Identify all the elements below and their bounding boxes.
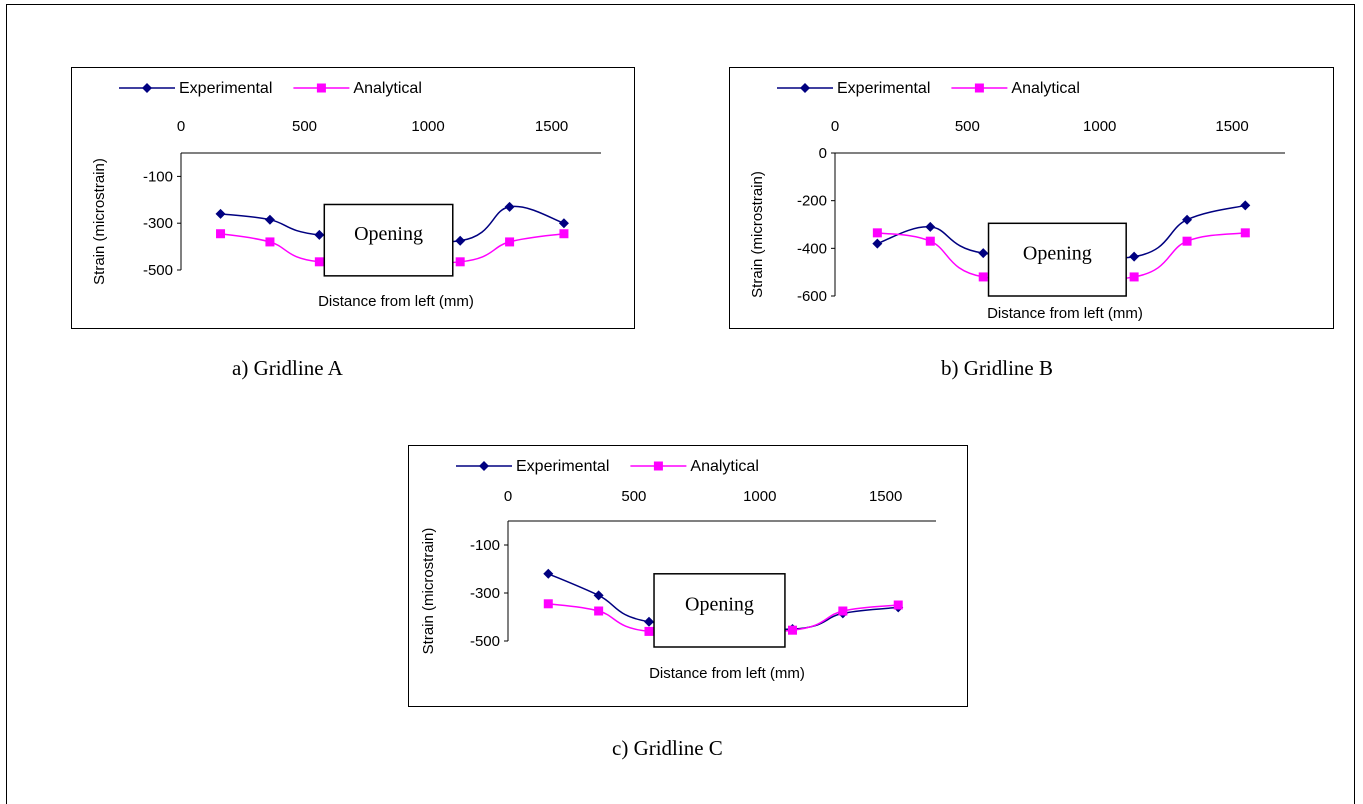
x-tick-label: 1500 xyxy=(1215,118,1248,135)
data-point-experimental xyxy=(314,229,325,240)
figure-frame xyxy=(6,4,1355,804)
data-point-analytical xyxy=(455,257,465,267)
x-tick-label: 500 xyxy=(621,488,646,505)
legend-label-analytical: Analytical xyxy=(353,80,421,97)
data-point-analytical xyxy=(872,228,882,238)
y-tick-label: -600 xyxy=(797,288,827,305)
data-point-analytical xyxy=(505,237,515,247)
x-axis-title: Distance from left (mm) xyxy=(318,293,474,310)
data-point-analytical xyxy=(1129,272,1139,282)
legend-marker-experimental xyxy=(479,461,489,471)
data-point-experimental xyxy=(1240,200,1251,211)
x-tick-label: 1500 xyxy=(869,488,902,505)
y-axis-title: Strain (microstrain) xyxy=(749,171,766,298)
data-point-experimental xyxy=(543,568,554,579)
caption-gridline-a: a) Gridline A xyxy=(232,356,343,380)
data-point-experimental xyxy=(643,616,654,627)
data-point-analytical xyxy=(925,236,935,246)
x-tick-label: 0 xyxy=(504,488,512,505)
data-point-experimental xyxy=(558,218,569,229)
y-tick-label: -100 xyxy=(470,537,500,554)
legend: Experimental Analytical xyxy=(456,458,759,475)
data-point-analytical xyxy=(543,599,553,609)
y-tick-label: -400 xyxy=(797,240,827,257)
y-tick-label: 0 xyxy=(819,145,827,162)
chart-gridline-c: Experimental Analytical 0 500 1000 1500 -100 -3… xyxy=(408,445,968,707)
caption-gridline-b: b) Gridline B xyxy=(941,356,1053,380)
data-point-analytical xyxy=(216,229,226,239)
legend-label-experimental: Experimental xyxy=(516,458,609,475)
data-point-experimental xyxy=(872,238,883,249)
legend-label-experimental: Experimental xyxy=(837,80,930,97)
data-point-experimental xyxy=(1129,251,1140,262)
legend: Experimental Analytical xyxy=(119,80,422,97)
y-tick-label: -500 xyxy=(143,262,173,279)
y-tick-label: -100 xyxy=(143,168,173,185)
legend-label-analytical: Analytical xyxy=(1011,80,1079,97)
data-point-analytical xyxy=(1240,228,1250,238)
opening-box xyxy=(653,573,786,648)
x-axis-title: Distance from left (mm) xyxy=(649,665,805,682)
x-tick-label: 0 xyxy=(831,118,839,135)
legend-marker-analytical xyxy=(974,83,984,93)
legend-label-analytical: Analytical xyxy=(690,458,758,475)
legend-marker-experimental xyxy=(800,83,810,93)
x-tick-label: 500 xyxy=(292,118,317,135)
data-point-analytical xyxy=(787,625,797,635)
x-tick-label: 1000 xyxy=(411,118,444,135)
x-axis-title: Distance from left (mm) xyxy=(987,305,1143,322)
data-point-analytical xyxy=(594,606,604,616)
caption-gridline-c: c) Gridline C xyxy=(612,736,723,760)
data-point-experimental xyxy=(1182,214,1193,225)
x-tick-label: 500 xyxy=(955,118,980,135)
y-axis-title: Strain (microstrain) xyxy=(420,528,437,655)
data-point-experimental xyxy=(925,221,936,232)
y-tick-label: -300 xyxy=(470,585,500,602)
legend-marker-analytical xyxy=(316,83,326,93)
chart-border xyxy=(71,67,635,329)
opening-label: Opening xyxy=(354,223,423,245)
legend-marker-analytical xyxy=(653,461,663,471)
y-axis-title: Strain (microstrain) xyxy=(91,158,108,285)
data-point-analytical xyxy=(838,606,848,616)
data-point-analytical xyxy=(559,229,569,239)
opening-label: Opening xyxy=(685,593,754,615)
opening-box xyxy=(323,203,454,277)
y-tick-label: -200 xyxy=(797,193,827,210)
chart-gridline-b: Experimental Analytical 0 500 1000 1500 0 -200 -… xyxy=(729,67,1334,329)
data-point-experimental xyxy=(215,208,226,219)
opening-box xyxy=(987,222,1127,297)
data-point-analytical xyxy=(265,237,275,247)
data-point-experimental xyxy=(504,201,515,212)
data-point-experimental xyxy=(264,214,275,225)
data-point-analytical xyxy=(978,272,988,282)
data-point-experimental xyxy=(455,235,466,246)
data-point-analytical xyxy=(893,600,903,610)
x-tick-label: 1500 xyxy=(535,118,568,135)
data-point-analytical xyxy=(644,626,654,636)
x-tick-label: 0 xyxy=(177,118,185,135)
x-tick-label: 1000 xyxy=(743,488,776,505)
opening-label: Opening xyxy=(1023,243,1092,265)
legend-label-experimental: Experimental xyxy=(179,80,272,97)
y-tick-label: -500 xyxy=(470,633,500,650)
x-tick-label: 1000 xyxy=(1083,118,1116,135)
data-point-analytical xyxy=(1182,236,1192,246)
legend: Experimental Analytical xyxy=(777,80,1080,97)
data-point-experimental xyxy=(593,590,604,601)
data-point-analytical xyxy=(314,257,324,267)
chart-gridline-a: Experimental Analytical 0 500 1000 1500 -100 -3… xyxy=(71,67,635,329)
y-tick-label: -300 xyxy=(143,215,173,232)
data-point-experimental xyxy=(978,248,989,259)
legend-marker-experimental xyxy=(142,83,152,93)
